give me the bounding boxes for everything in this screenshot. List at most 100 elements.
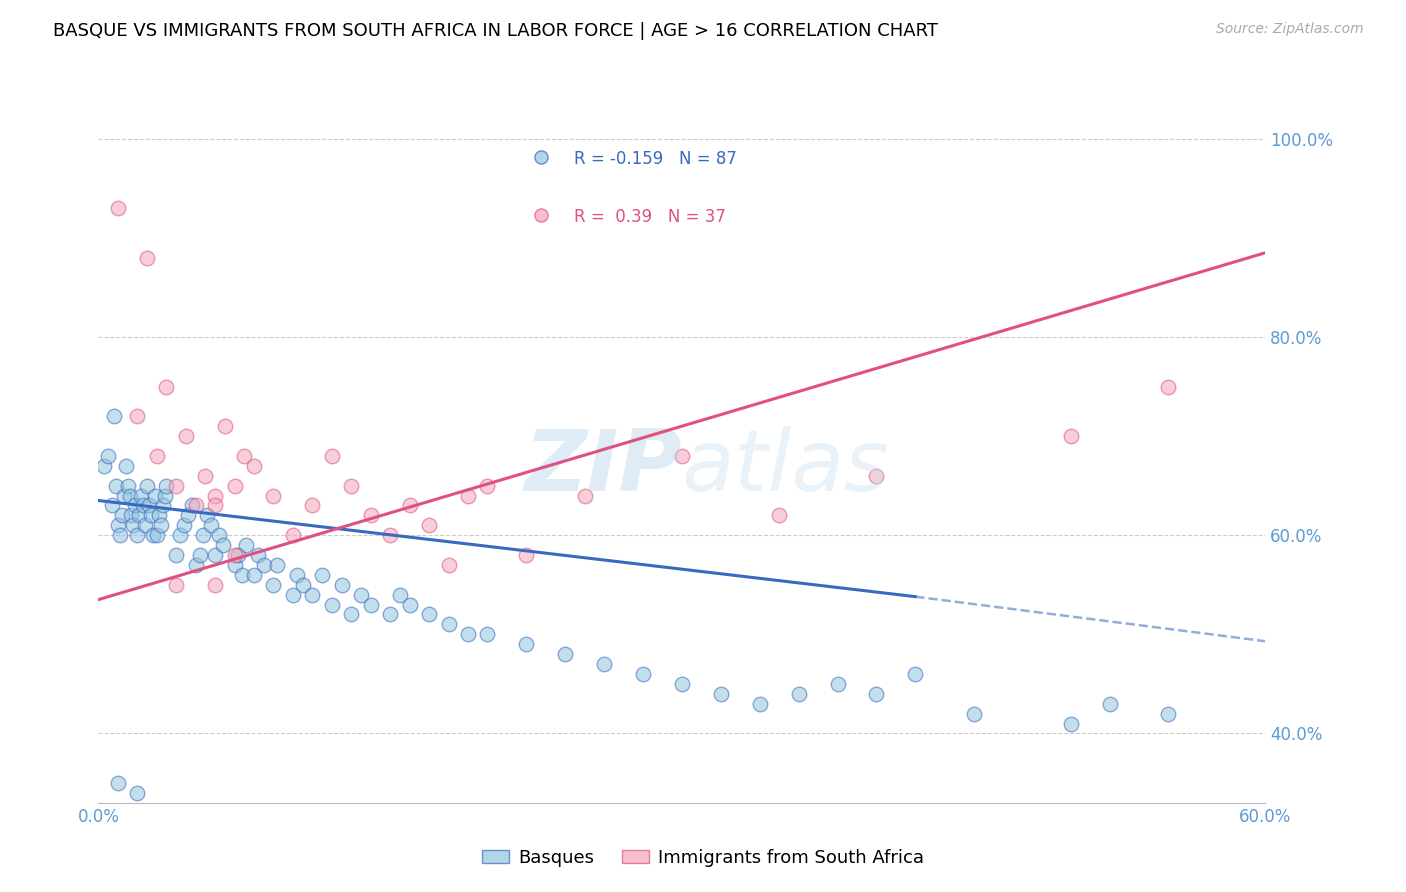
Point: [388, 588, 411, 602]
Point: [285, 567, 308, 582]
Point: [200, 518, 222, 533]
Point: [865, 468, 887, 483]
Point: [243, 458, 266, 473]
Point: [208, 528, 231, 542]
Point: [321, 598, 343, 612]
Point: [194, 468, 217, 483]
Point: [107, 201, 129, 215]
Point: [108, 528, 131, 542]
Point: [128, 508, 150, 523]
Point: [121, 508, 143, 523]
Point: [291, 578, 314, 592]
Point: [301, 499, 323, 513]
Point: [457, 627, 479, 641]
Point: [224, 548, 246, 562]
Text: BASQUE VS IMMIGRANTS FROM SOUTH AFRICA IN LABOR FORCE | AGE > 16 CORRELATION CHA: BASQUE VS IMMIGRANTS FROM SOUTH AFRICA I…: [53, 22, 938, 40]
Point: [246, 548, 269, 562]
Point: [418, 518, 440, 533]
Point: [262, 578, 284, 592]
Point: [262, 489, 284, 503]
Point: [457, 489, 479, 503]
Point: [97, 449, 120, 463]
Point: [204, 499, 226, 513]
Point: [111, 508, 134, 523]
Point: [477, 627, 499, 641]
Point: [340, 607, 363, 622]
Point: [136, 251, 159, 265]
Point: [204, 578, 226, 592]
Point: [134, 518, 156, 533]
Point: [904, 667, 927, 681]
Point: [101, 499, 124, 513]
Point: [155, 379, 177, 393]
Point: [418, 607, 440, 622]
Point: [330, 578, 353, 592]
Point: [321, 449, 343, 463]
Point: [787, 687, 810, 701]
Point: [104, 478, 127, 492]
Point: [165, 548, 187, 562]
Point: [124, 499, 146, 513]
Point: [165, 478, 187, 492]
Point: [138, 499, 160, 513]
Point: [107, 518, 129, 533]
Point: [165, 578, 187, 592]
Point: [301, 588, 323, 602]
Point: [593, 657, 616, 671]
Point: [574, 489, 596, 503]
Point: [515, 548, 537, 562]
Point: [146, 528, 169, 542]
Point: [127, 528, 149, 542]
Point: [136, 478, 159, 492]
Point: [398, 499, 420, 513]
Point: [155, 478, 177, 492]
Point: [107, 776, 129, 790]
Point: [350, 588, 373, 602]
Point: [233, 449, 256, 463]
Legend: Basques, Immigrants from South Africa: Basques, Immigrants from South Africa: [475, 842, 931, 874]
Point: [340, 478, 363, 492]
Point: [281, 528, 304, 542]
Point: [114, 458, 136, 473]
Point: [631, 667, 654, 681]
Point: [224, 558, 246, 572]
Point: [169, 528, 191, 542]
Point: [153, 489, 176, 503]
Point: [243, 567, 266, 582]
Point: [962, 706, 984, 721]
Text: ZIP: ZIP: [524, 425, 682, 509]
Point: [671, 449, 693, 463]
Point: [93, 458, 115, 473]
Point: [118, 489, 141, 503]
Point: [212, 538, 235, 552]
Point: [253, 558, 276, 572]
Point: [398, 598, 420, 612]
Point: [127, 786, 149, 800]
Point: [1157, 379, 1180, 393]
Text: atlas: atlas: [682, 425, 890, 509]
Point: [180, 499, 202, 513]
Point: [266, 558, 288, 572]
Point: [1157, 706, 1180, 721]
Point: [1060, 716, 1083, 731]
Point: [139, 508, 162, 523]
Point: [103, 409, 125, 424]
Point: [152, 499, 174, 513]
Point: [477, 478, 499, 492]
Point: [827, 677, 849, 691]
Point: [235, 538, 257, 552]
Point: [224, 478, 246, 492]
Point: [148, 508, 170, 523]
Point: [1098, 697, 1121, 711]
Point: [515, 637, 537, 651]
Point: [184, 499, 207, 513]
Point: [177, 508, 200, 523]
Point: [149, 518, 172, 533]
Point: [437, 558, 460, 572]
Point: [554, 647, 576, 661]
Point: [146, 449, 169, 463]
Point: [214, 419, 236, 434]
Point: [122, 518, 145, 533]
Point: [671, 677, 693, 691]
Point: [710, 687, 733, 701]
